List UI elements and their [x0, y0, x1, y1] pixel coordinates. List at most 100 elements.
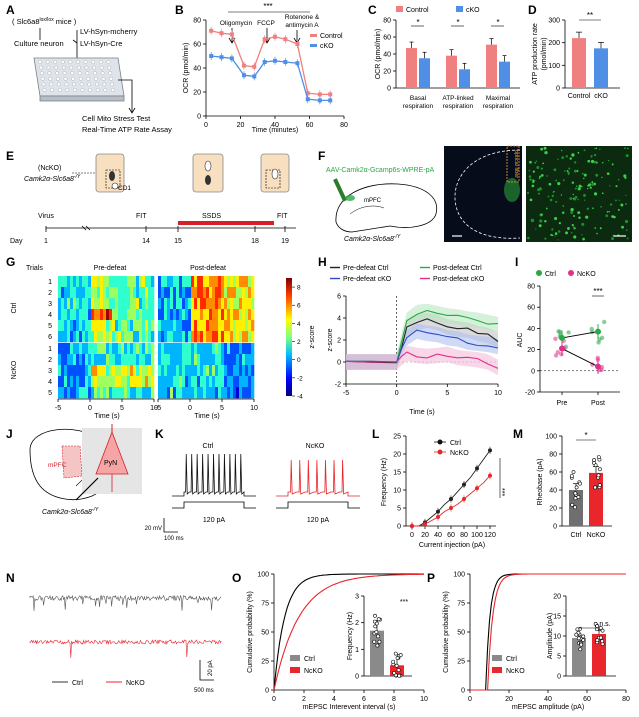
g-heat-cell-post-ncko: [206, 365, 210, 377]
g-heat-cell-pre-ncko: [61, 343, 65, 355]
f-virus-label: AAV-Camk2α-Gcamp6s-WPRE-pA: [326, 167, 434, 174]
g-heat-cell-pre-ctrl: [73, 298, 77, 310]
m-dot: [596, 473, 601, 478]
p-inset-ytick-label: 15: [553, 614, 561, 621]
g-heat-cell-pre-ctrl: [127, 331, 131, 343]
i-mean-point: [559, 334, 565, 341]
g-heat-cell-post-ctrl: [179, 276, 183, 288]
f-neuron-dot: [554, 235, 556, 237]
panel-letter-a: A: [6, 3, 15, 17]
g-heat-cell-pre-ctrl: [148, 309, 152, 321]
g-heat-cell-post-ncko: [188, 354, 192, 366]
b-point: [229, 32, 234, 37]
g-cbar-tick-label: -4: [297, 394, 303, 401]
f-neuron-dot: [609, 203, 613, 206]
f-neuron-dot: [593, 160, 597, 164]
g-heat-cell-post-ctrl: [197, 320, 201, 332]
k-scale-t: 100 ms: [164, 536, 184, 542]
g-heat-cell-pre-ncko: [58, 365, 62, 377]
g-heat-cell-post-ctrl: [236, 331, 240, 343]
g-heat-cell-post-ctrl: [242, 309, 246, 321]
f-neuron-dot: [596, 232, 598, 235]
g-heat-cell-pre-ncko: [85, 387, 89, 399]
g-heat-cell-post-ncko: [245, 343, 249, 355]
g-heat-cell-pre-ctrl: [73, 287, 77, 299]
g-heat-cell-pre-ncko: [115, 376, 119, 388]
p-inset-ytick-label: 0: [557, 674, 561, 681]
i-y-label: AUC: [517, 333, 524, 348]
g-heat-cell-post-ctrl: [230, 320, 234, 332]
g-heat-cell-post-ctrl: [242, 287, 246, 299]
g-heat-cell-post-ncko: [203, 343, 207, 355]
g-heat-cell-post-ncko: [230, 354, 234, 366]
f-neuron-dot: [595, 147, 598, 150]
panel-letter-b: B: [175, 3, 184, 17]
g-heat-cell-post-ctrl: [242, 331, 246, 343]
g-heat-cell-pre-ctrl: [130, 320, 134, 332]
f-neuron-dot: [546, 175, 548, 177]
g-heat-cell-pre-ncko: [91, 365, 95, 377]
g-heat-cell-pre-ctrl: [151, 287, 155, 299]
g-heat-cell-pre-ctrl: [136, 331, 140, 343]
e-fit2-label: FIT: [277, 213, 288, 220]
g-heat-cell-pre-ctrl: [139, 331, 143, 343]
g-heat-cell-pre-ncko: [82, 343, 86, 355]
j-region-label: mPFC: [48, 462, 67, 469]
g-heat-cell-pre-ctrl: [112, 298, 116, 310]
p-ytick-label: 100: [453, 572, 465, 579]
g-heat-cell-pre-ctrl: [151, 309, 155, 321]
g-heat-cell-post-ctrl: [179, 298, 183, 310]
f-neuron-dot: [557, 181, 561, 186]
g-heat-cell-post-ctrl: [167, 276, 171, 288]
g-heat-cell-post-ctrl: [215, 309, 219, 321]
n-scale-t: 500 ms: [194, 688, 214, 694]
g-heat-cell-pre-ncko: [58, 376, 62, 388]
g-heat-cell-post-ncko: [251, 343, 255, 355]
m-ytick-label: 40: [549, 488, 557, 495]
d-bar-control: [572, 38, 586, 88]
f-neuron-dot: [583, 149, 586, 152]
o-inset-dot: [373, 624, 378, 629]
g-heat-cell-pre-ncko: [103, 343, 107, 355]
g-heat-cell-pre-ncko: [91, 354, 95, 366]
g-heat-cell-post-ctrl: [194, 276, 198, 288]
g-heat-cell-post-ctrl: [248, 287, 252, 299]
c-ytick-label: 80: [383, 18, 391, 25]
i-legend-ctrl: Ctrl: [545, 271, 556, 278]
g-heat-cell-post-ncko: [212, 376, 216, 388]
m-dot: [576, 495, 581, 499]
g-xtick-label: -5: [155, 405, 161, 412]
f-neuron-dot: [577, 198, 579, 201]
g-xtick-label: 10: [150, 405, 158, 412]
g-heat-cell-pre-ctrl: [136, 320, 140, 332]
g-heat-cell-post-ncko: [242, 343, 246, 355]
g-heat-cell-pre-ctrl: [88, 320, 92, 332]
g-heat-cell-pre-ctrl: [67, 287, 71, 299]
f-brain-sketch: [335, 183, 438, 233]
g-heat-cell-post-ncko: [248, 387, 252, 399]
g-heat-cell-post-ctrl: [251, 298, 255, 310]
a-well: [87, 82, 92, 87]
g-heat-cell-post-ncko: [161, 387, 165, 399]
l-point: [475, 486, 479, 491]
o-legend-ctrl: Ctrl: [304, 656, 315, 663]
f-neuron-dot: [578, 216, 581, 220]
g-heat-cell-post-ncko: [248, 354, 252, 366]
panel-letter-h: H: [318, 255, 327, 269]
g-heat-cell-post-ctrl: [218, 309, 222, 321]
g-heat-cell-post-ctrl: [251, 276, 255, 288]
g-heat-cell-post-ctrl: [170, 276, 174, 288]
g-heat-cell-post-ctrl: [239, 287, 243, 299]
g-heat-cell-post-ctrl: [236, 309, 240, 321]
panel-c: Control cKO OCR (pmol/min) 0 20 40 60 80 * Bas…: [375, 6, 520, 110]
g-heat-cell-pre-ncko: [88, 387, 92, 399]
p-ytick-label: 75: [457, 601, 465, 608]
l-series: 0 5 10 15 20 25 0 20 40 60 80 100 120: [393, 434, 496, 540]
g-heat-cell-post-ctrl: [185, 276, 189, 288]
g-heat-cell-pre-ncko: [121, 387, 125, 399]
a-well: [98, 60, 103, 64]
a-test1-label: Cell Mito Stress Test: [82, 114, 151, 123]
a-well: [40, 76, 45, 81]
c-ytick-label: 60: [383, 35, 391, 42]
o-ytick-label: 100: [257, 572, 269, 579]
